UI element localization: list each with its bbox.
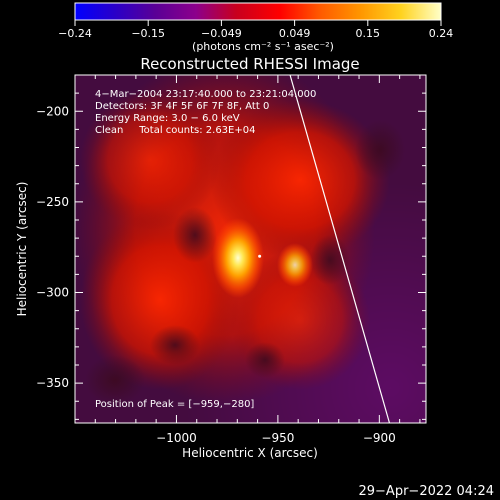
x-tick-label: −1000: [156, 431, 197, 445]
colorbar-tick-label: 0.049: [279, 27, 311, 40]
colorbar-tick-label: −0.15: [131, 27, 165, 40]
y-axis-label: Heliocentric Y (arcsec): [15, 182, 29, 317]
x-axis-label: Heliocentric X (arcsec): [182, 446, 318, 460]
annotation-block: 4−Mar−2004 23:17:40.000 to 23:21:04.000 …: [95, 89, 316, 136]
y-tick-label: −250: [36, 195, 69, 209]
y-tick-label: −350: [36, 376, 69, 390]
chart-title: Reconstructed RHESSI Image: [140, 55, 359, 73]
plot-frame: [74, 74, 427, 424]
colorbar-tick-label: 0.15: [356, 27, 381, 40]
x-tick-label: −950: [261, 431, 294, 445]
annotation-time: 4−Mar−2004 23:17:40.000 to 23:21:04.000: [95, 89, 316, 100]
peak-marker: [258, 254, 262, 258]
y-tick-label: −300: [36, 286, 69, 300]
colorbar-ticks: −0.24 −0.15 −0.049 0.049 0.15 0.24: [58, 20, 453, 40]
colorbar-unit-label: (photons cm⁻² s⁻¹ asec⁻²): [192, 40, 334, 53]
heatmap-image: [75, 75, 426, 423]
annotation-energy: Energy Range: 3.0 − 6.0 keV: [95, 113, 240, 124]
solar-limb-line: [289, 74, 391, 424]
colorbar-tick-label: −0.24: [58, 27, 92, 40]
peak-position-label: Position of Peak = [−959,−280]: [95, 399, 254, 410]
annotation-counts: Clean Total counts: 2.63E+04: [95, 125, 255, 136]
y-tick-label: −200: [36, 104, 69, 118]
x-axis-ticks: −1000 −950 −900: [74, 75, 421, 445]
colorbar: −0.24 −0.15 −0.049 0.049 0.15 0.24 (photons c…: [58, 2, 453, 53]
annotation-detectors: Detectors: 3F 4F 5F 6F 7F 8F, Att 0: [95, 101, 269, 112]
colorbar-tick-label: −0.049: [201, 27, 242, 40]
x-tick-label: −900: [363, 431, 396, 445]
colorbar-gradient: [74, 2, 442, 21]
y-axis-ticks: −200 −250 −300 −350: [36, 74, 426, 420]
colorbar-tick-label: 0.24: [429, 27, 454, 40]
timestamp: 29−Apr−2022 04:24: [359, 484, 495, 499]
